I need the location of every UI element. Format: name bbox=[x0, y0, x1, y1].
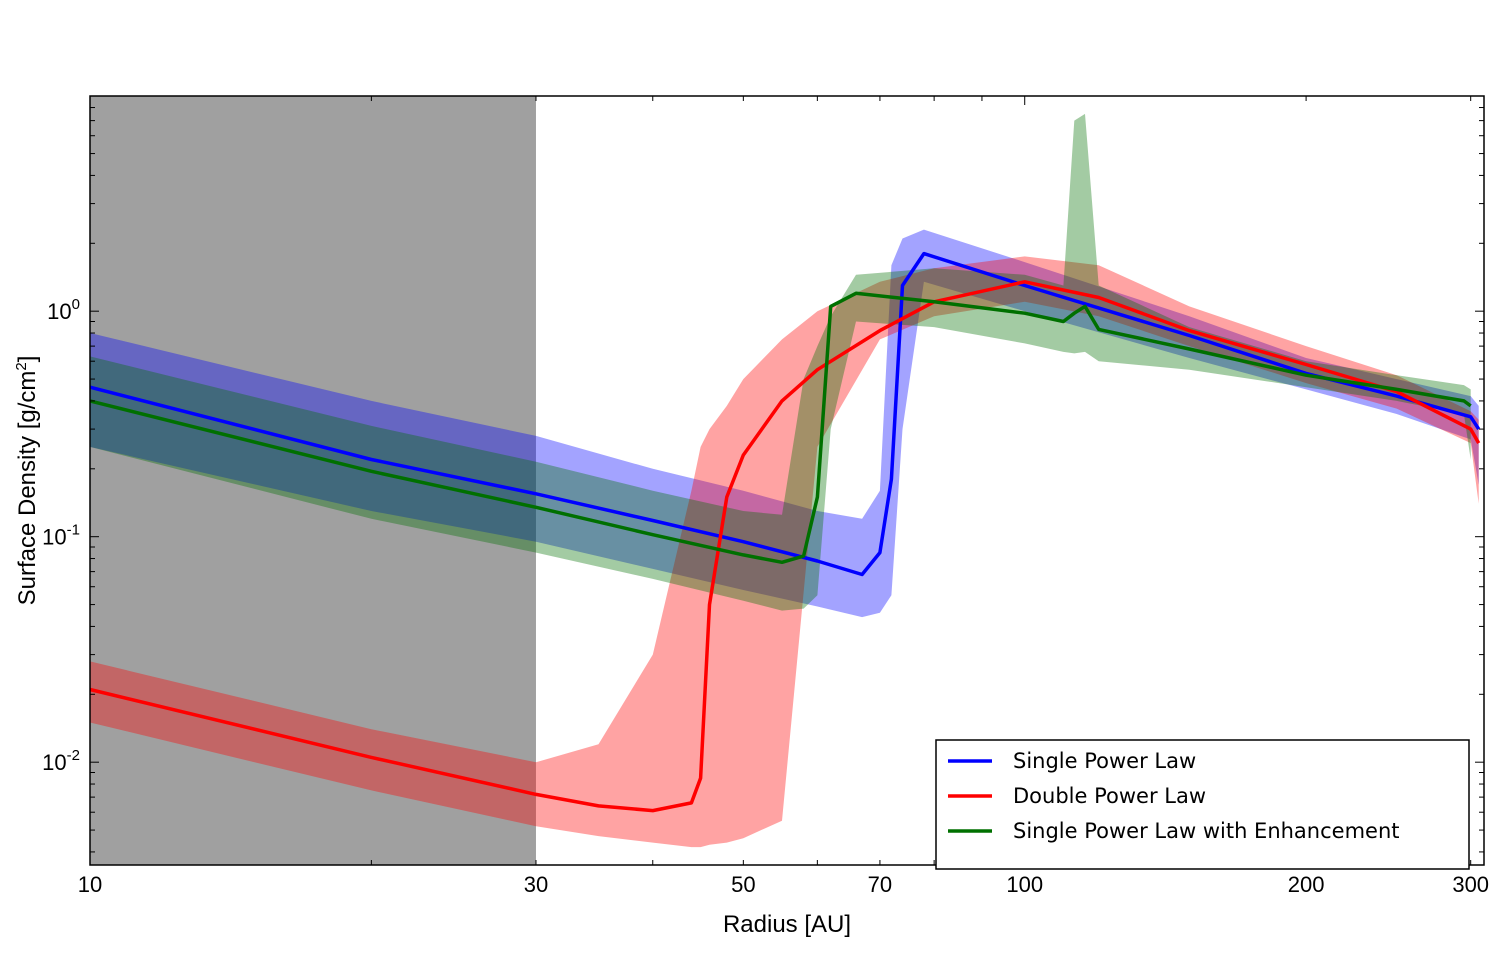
y-tick-label: 10-2 bbox=[42, 747, 80, 775]
x-tick-label: 300 bbox=[1452, 872, 1489, 897]
shaded-inner-region-layer bbox=[90, 96, 536, 865]
legend-box bbox=[935, 739, 1470, 870]
y-tick-label: 10-1 bbox=[42, 522, 80, 550]
x-tick-label: 30 bbox=[524, 872, 548, 897]
legend-label-single-power-law: Single Power Law bbox=[1013, 749, 1196, 773]
series-line-layer bbox=[89, 251, 1481, 813]
band-single-power-law bbox=[90, 229, 1479, 618]
y-axis-title-main: Surface Density [g/cm bbox=[14, 371, 41, 606]
legend-label-single-power-law-with-enhancement: Single Power Law with Enhancement bbox=[1013, 819, 1400, 843]
y-tick-label: 100 bbox=[47, 296, 80, 324]
tick-layer: 10 30 50 70 100 200 300 100 10-1 10-2 bbox=[42, 95, 1489, 897]
x-tick-label: 10 bbox=[78, 872, 102, 897]
y-axis-title-end: ] bbox=[14, 356, 41, 363]
y-axis-title: Surface Density [g/cm2] bbox=[13, 356, 41, 606]
x-tick-label: 200 bbox=[1288, 872, 1325, 897]
plot-frame bbox=[89, 95, 1485, 866]
x-tick-label: 100 bbox=[1006, 872, 1043, 897]
line-single-power-law-with-enhancement bbox=[89, 291, 1472, 565]
y-axis-title-superscript: 2 bbox=[13, 362, 30, 370]
legend: Single Power Law Double Power Law Single P… bbox=[935, 739, 1470, 870]
x-tick-label: 50 bbox=[731, 872, 755, 897]
legend-label-double-power-law: Double Power Law bbox=[1013, 784, 1206, 808]
shaded-inner-region bbox=[90, 96, 536, 865]
line-double-power-law bbox=[89, 280, 1481, 813]
x-axis-title: Radius [AU] bbox=[723, 911, 851, 938]
x-tick-label: 70 bbox=[868, 872, 892, 897]
plot-frame-layer bbox=[89, 95, 1485, 866]
